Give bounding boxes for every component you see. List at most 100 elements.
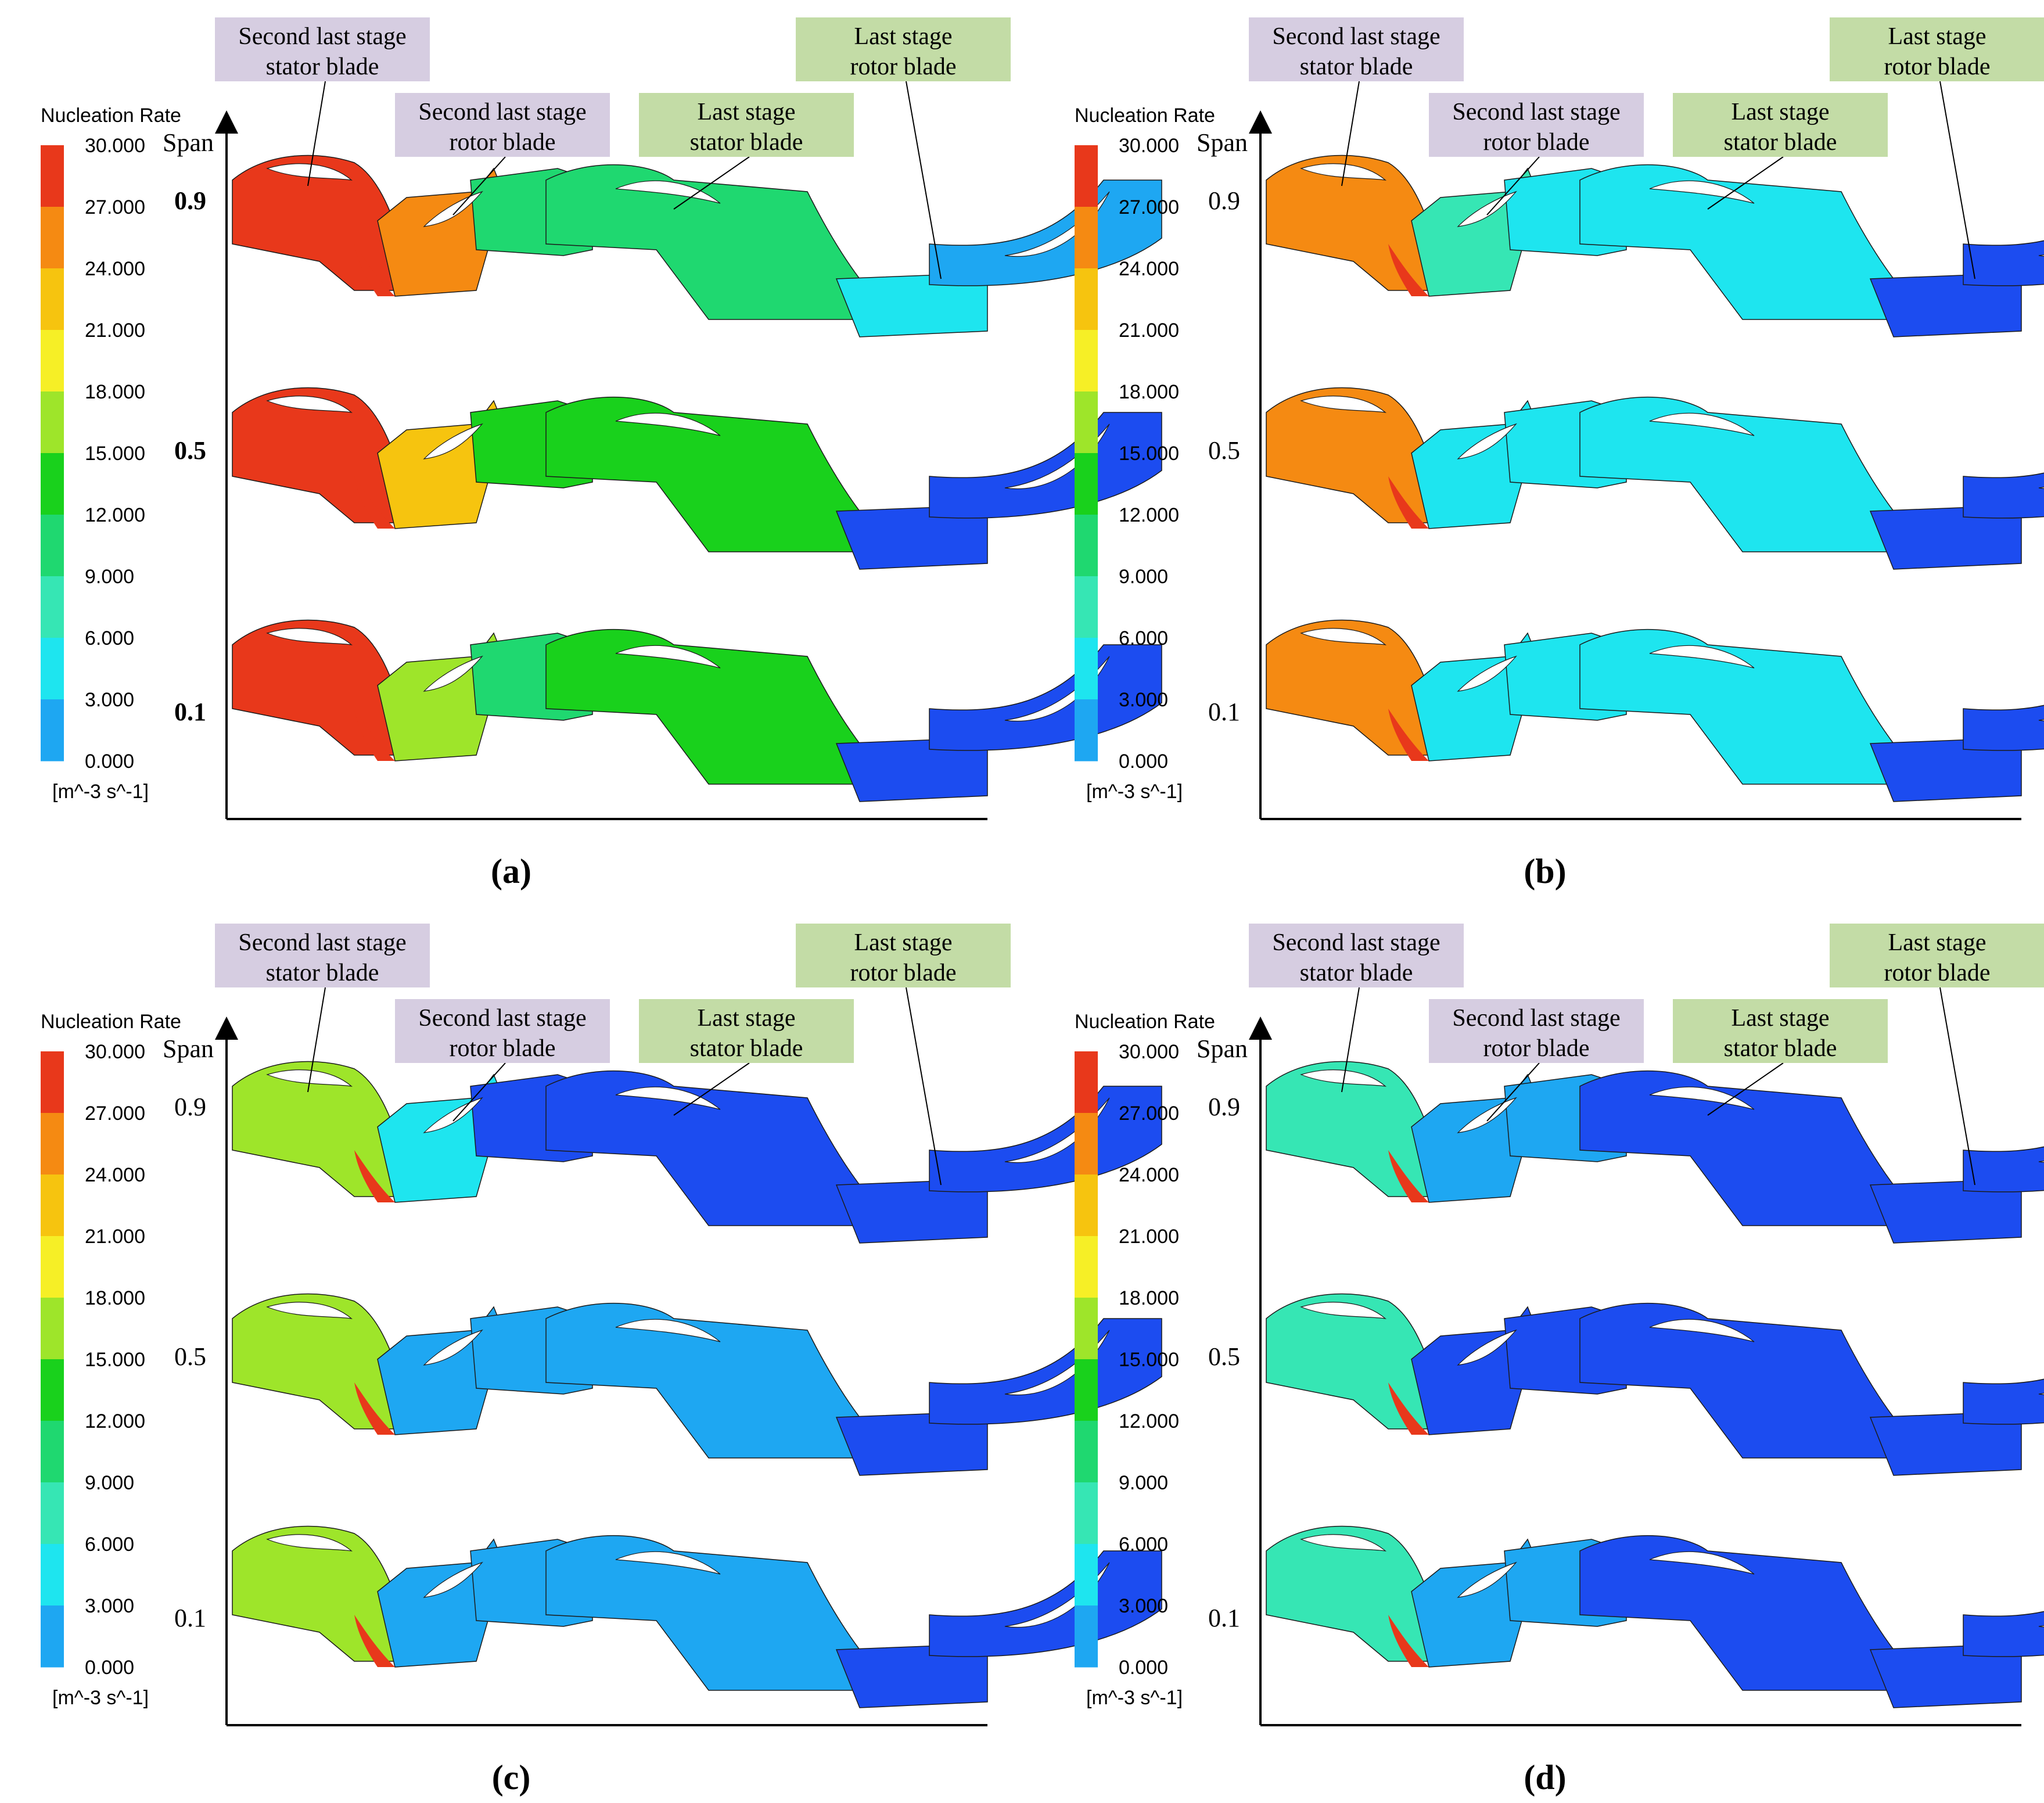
panel-d-span-label: 0.5	[1208, 1342, 1240, 1371]
panel-a-row-1-zone-3	[545, 396, 860, 552]
panel-b-label-rotor_last: Last stage rotor blade	[1830, 17, 2044, 81]
panel-d-stator_last-leader	[1707, 1062, 1784, 1116]
panel-c-colorbar-band-3	[41, 1236, 64, 1298]
panel-b-label-rotor2: Second last stage rotor blade	[1429, 93, 1644, 157]
panel-a-label-stator_last: Last stage stator blade	[639, 93, 854, 157]
panel-d-label-stator_last: Last stage stator blade	[1673, 999, 1888, 1063]
panel-c-row-1	[232, 1293, 1162, 1476]
panel-a-row-2-red-region	[354, 709, 395, 761]
panel-b-colorbar-band-6	[1075, 515, 1098, 577]
panel-c-colorbar-band-0	[41, 1051, 64, 1114]
panel-c-label-stator2: Second last stage stator blade	[215, 924, 430, 987]
panel-a-row-2-zone-5	[929, 644, 1162, 751]
panel-a-label-rotor_last: Last stage rotor blade	[796, 17, 1011, 81]
panel-c-colorbar-tick: 15.000	[85, 1349, 145, 1371]
panel-d-row-0-blade-3	[2038, 1160, 2044, 1163]
panel-b-colorbar-tick: 15.000	[1119, 443, 1179, 465]
panel-a-colorbar-tick: 18.000	[85, 381, 145, 403]
panel-a-span-label: 0.1	[174, 698, 206, 726]
panel-d-label-rotor2-box	[1429, 999, 1644, 1063]
panel-b-row-1-blade-3	[2038, 486, 2044, 489]
panel-b-colorbar-tick: 30.000	[1119, 135, 1179, 157]
panel-d-row-2-blade-0	[1300, 1534, 1386, 1551]
panel-b-colorbar-band-8	[1075, 638, 1098, 700]
panel-d-caption: (d)	[1524, 1758, 1566, 1797]
panel-b-colorbar-tick: 21.000	[1119, 319, 1179, 342]
panel-a-colorbar-tick: 24.000	[85, 258, 145, 280]
panel-b-row-1-blade-1	[1457, 423, 1517, 459]
panel-c-label-stator_last-box	[639, 999, 854, 1063]
panel-b-row-0	[1266, 155, 2044, 337]
panel-c-row-2-blade-2	[615, 1551, 721, 1575]
panel-a-label-stator2: Second last stage stator blade	[215, 17, 430, 81]
panel-b-colorbar-tick: 27.000	[1119, 196, 1179, 218]
panel-a-label-stator2-text: Second last stage stator blade	[238, 23, 406, 80]
panel-a-label-rotor2-box	[395, 93, 610, 157]
panel-b-label-stator_last-text: Last stage stator blade	[1724, 99, 1837, 156]
panel-b-stator_last-leader	[1707, 156, 1784, 210]
panel-d-rotor_last-leader	[1939, 987, 1975, 1186]
panel-c-colorbar-band-8	[41, 1544, 64, 1606]
panel-d-row-2-zone-3	[1579, 1535, 1894, 1691]
panel-b-colorbar-band-0	[1075, 145, 1098, 207]
panel-b-colorbar-band-2	[1075, 268, 1098, 331]
panel-b-row-2	[1266, 619, 2044, 802]
panel-a-colorbar-title: Nucleation Rate	[41, 105, 181, 127]
panel-b-row-1-red-region	[1388, 476, 1429, 529]
panel-d-span-label: 0.1	[1208, 1604, 1240, 1632]
panel-a-label-rotor_last-box	[796, 17, 1011, 81]
panel-c-rotor2-leader	[452, 1062, 506, 1122]
panel-b-row-2-blade-0	[1300, 628, 1386, 645]
panel-d-row-2-zone-5	[1963, 1611, 2044, 1657]
panel-b-row-1-zone-3	[1579, 396, 1894, 552]
panel-d-colorbar-band-0	[1075, 1051, 1098, 1114]
panel-b-stator2-leader	[1341, 81, 1360, 186]
panel-c-colorbar-tick: 9.000	[85, 1472, 134, 1494]
panel-a-colorbar-tick: 15.000	[85, 443, 145, 465]
panel-b-rotor_last-leader	[1939, 81, 1975, 279]
panel-d-label-rotor2: Second last stage rotor blade	[1429, 999, 1644, 1063]
panel-c-row-2	[232, 1525, 1162, 1708]
panel-b-colorbar-band-9	[1075, 699, 1098, 762]
panel-c-colorbar-tick: 12.000	[85, 1410, 145, 1432]
panel-d-row-0-red-region	[1388, 1150, 1429, 1202]
panel-b-colorbar-tick: 9.000	[1119, 566, 1168, 588]
panel-d-colorbar-tick: 6.000	[1119, 1533, 1168, 1556]
panel-d-colorbar-tick: 18.000	[1119, 1287, 1179, 1309]
panel-d-colorbar-band-4	[1075, 1298, 1098, 1360]
panel-c-row-0-blade-1	[423, 1097, 483, 1133]
panel-c-row-2-red-region	[354, 1615, 395, 1667]
panel-c-stator2-leader	[307, 987, 326, 1093]
panel-c-row-1-blade-1	[423, 1329, 483, 1366]
panel-a-row-2-blade-3	[1004, 656, 1110, 722]
panel-a-label-stator2-box	[215, 17, 430, 81]
panel-b-row-0-blade-3	[2038, 254, 2044, 257]
panel-c-colorbar-tick: 0.000	[85, 1657, 134, 1679]
panel-a-colorbar-band-5	[41, 453, 64, 515]
panel-d-colorbar-tick: 27.000	[1119, 1102, 1179, 1125]
panel-c-row-2-zone-3	[545, 1535, 860, 1691]
panel-b-colorbar-tick: 0.000	[1119, 750, 1168, 773]
panel-a-colorbar-tick: 0.000	[85, 750, 134, 773]
panel-b-row-2-zone-3	[1579, 628, 1894, 785]
panel-d-colorbar-title: Nucleation Rate	[1075, 1011, 1215, 1033]
panel-a-label-stator_last-text: Last stage stator blade	[690, 99, 803, 156]
panel-b-colorbar-band-3	[1075, 330, 1098, 392]
panel-c-row-0-blade-2	[615, 1086, 721, 1110]
panels-root: Nucleation Rate 30.000 27.000 24.000 21.000 1…	[41, 17, 2044, 1797]
panel-d-colorbar-band-6	[1075, 1421, 1098, 1483]
panel-d-colorbar-tick: 24.000	[1119, 1164, 1179, 1186]
panel-d-row-2-blade-1	[1457, 1561, 1517, 1598]
panel-b-colorbar-band-7	[1075, 576, 1098, 638]
panel-b-span-label: 0.9	[1208, 186, 1240, 215]
panel-d-colorbar-tick: 9.000	[1119, 1472, 1168, 1494]
panel-b-colorbar-band-1	[1075, 207, 1098, 269]
panel-c-row-1-blade-2	[615, 1319, 721, 1342]
panel-d-label-rotor2-text: Second last stage rotor blade	[1452, 1005, 1620, 1062]
panel-d-colorbar-band-1	[1075, 1113, 1098, 1175]
panel-c-row-0-blade-0	[266, 1069, 353, 1087]
panel-b-span-axis-label: Span	[1197, 128, 1248, 157]
panel-a-colorbar-band-6	[41, 515, 64, 577]
panel-a-colorbar-tick: 30.000	[85, 135, 145, 157]
panel-a-colorbar-band-2	[41, 268, 64, 331]
